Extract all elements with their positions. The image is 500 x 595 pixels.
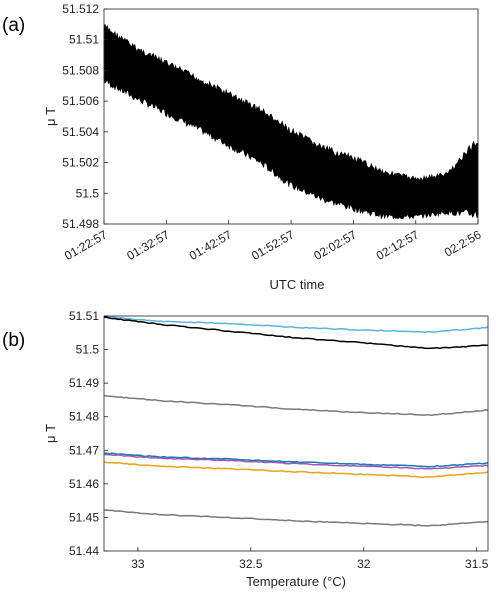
x-tick-label: 01:52:57: [249, 227, 297, 263]
y-tick-label: 51.44: [69, 544, 99, 558]
x-tick-label: 31.5: [465, 557, 489, 571]
panel-a-label: (a): [2, 15, 25, 36]
panel-b-chart: 51.44 51.45 51.46 51.47 51.48 51.49 51.5 51.51 3…: [43, 309, 489, 589]
y-tick-label: 51.508: [62, 63, 99, 77]
y-tick-label: 51.51: [69, 309, 99, 323]
y-tick-label: 51.512: [62, 2, 99, 16]
x-tick-label: 32.5: [239, 557, 263, 571]
y-axis-label: μ T: [43, 107, 58, 126]
series-line-6: [103, 509, 489, 527]
y-tick-label: 51.45: [69, 510, 99, 524]
x-tick-label: 32: [357, 557, 371, 571]
series-line-5: [103, 460, 489, 478]
x-tick-label: 02:02:57: [311, 227, 359, 263]
x-tick-label: 33: [131, 557, 145, 571]
y-tick-label: 51.5: [76, 343, 100, 357]
y-tick-label: 51.47: [69, 443, 99, 457]
series-line-0: [103, 316, 489, 334]
y-tick-label: 51.5: [76, 186, 100, 200]
series-noise-band: [103, 23, 479, 220]
series-line-2: [103, 394, 489, 417]
x-tick-label: 01:22:57: [62, 227, 110, 263]
x-tick-label: 01:42:57: [187, 227, 235, 263]
x-axis-label: Temperature (°C): [246, 574, 346, 589]
y-tick-label: 51.48: [69, 410, 99, 424]
series-line-4: [103, 453, 489, 470]
y-tick-label: 51.504: [62, 125, 99, 139]
x-axis-label: UTC time: [270, 277, 325, 292]
x-tick-label: 02:12:57: [374, 227, 422, 263]
axes-frame: [103, 315, 489, 552]
x-tick-label: 01:32:57: [124, 227, 172, 263]
y-tick-label: 51.498: [62, 217, 99, 231]
y-tick-label: 51.51: [69, 33, 99, 47]
panel-a-chart: 51.498 51.5 51.502 51.504 51.506 51.508 51.51 5…: [43, 2, 484, 292]
panel-b-label: (b): [2, 330, 25, 351]
y-tick-label: 51.502: [62, 156, 99, 170]
series-line-1: [103, 316, 489, 350]
y-tick-label: 51.506: [62, 94, 99, 108]
y-tick-label: 51.46: [69, 477, 99, 491]
x-tick-label: 02:2:56: [442, 227, 484, 259]
series-line-3: [103, 452, 489, 468]
y-axis-label: μ T: [43, 424, 58, 443]
y-tick-label: 51.49: [69, 376, 99, 390]
